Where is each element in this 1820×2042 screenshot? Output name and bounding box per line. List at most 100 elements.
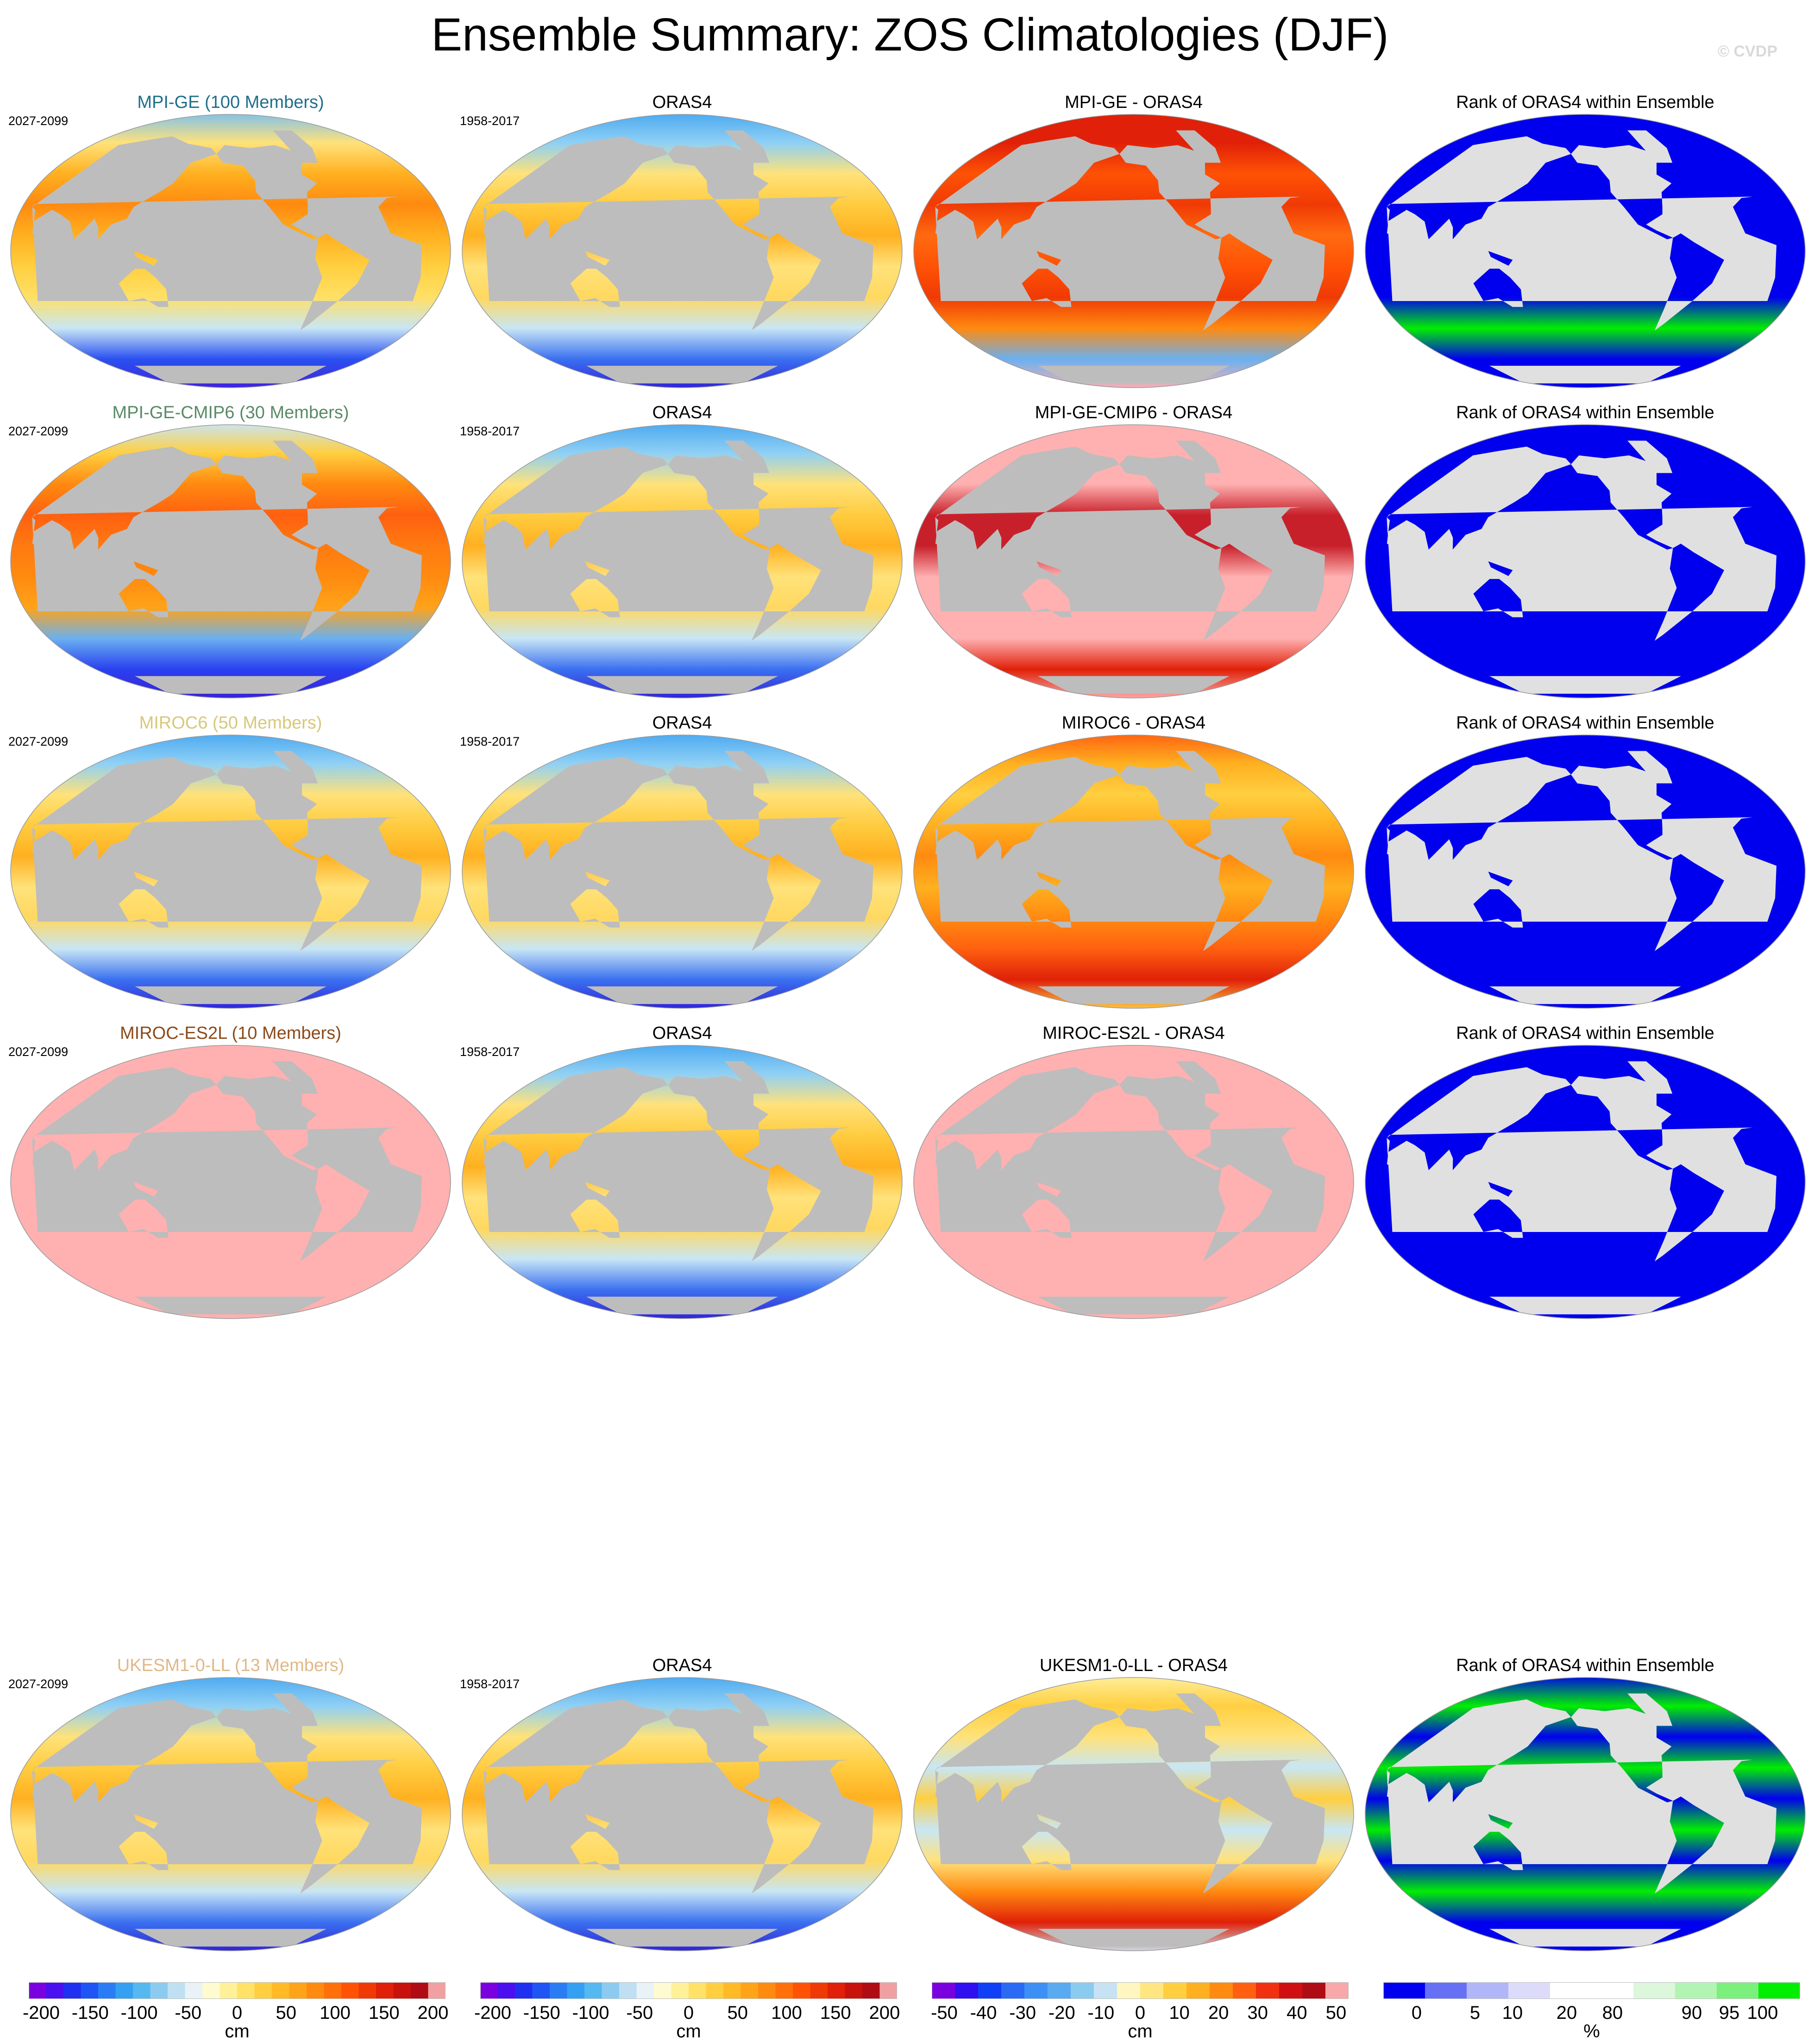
panel-title: ORAS4 (652, 93, 712, 112)
colorbar-tick-label: 90 (1681, 2003, 1702, 2023)
colorbar-tick-label: 150 (368, 2003, 400, 2023)
map-border (462, 1677, 903, 1951)
panel-years: 1958-2017 (460, 114, 520, 128)
colorbar-swatch (1325, 1982, 1349, 1999)
copyright-label: © CVDP (1718, 43, 1777, 60)
land-mask (32, 440, 422, 694)
colorbar-swatch (758, 1982, 776, 1999)
colorbar-swatch (272, 1982, 289, 1999)
colorbar-swatch (1094, 1982, 1117, 1999)
colorbar-swatch (879, 1982, 897, 1999)
colorbar-swatch (862, 1982, 880, 1999)
panel-obs: ORAS4 1958-2017 (460, 1656, 904, 1961)
map-3-3 (1365, 1045, 1806, 1319)
colorbar (480, 1982, 897, 1999)
panel-years: 2027-2099 (8, 114, 69, 128)
colorbar (932, 1982, 1349, 1999)
panel-obs: ORAS4 1958-2017 (460, 713, 904, 1019)
colorbar-tick-label: -100 (120, 2003, 158, 2023)
colorbar-swatch (654, 1982, 672, 1999)
land-mask (1387, 130, 1776, 383)
panel-ensemble: MPI-GE (100 Members) 2027-2099 (8, 93, 453, 398)
map-border (913, 1677, 1354, 1951)
panel-title: Rank of ORAS4 within Ensemble (1456, 93, 1714, 112)
colorbar-swatch (150, 1982, 168, 1999)
colorbar-swatch (932, 1982, 955, 1999)
colorbar-swatch (741, 1982, 759, 1999)
panel-obs: ORAS4 1958-2017 (460, 1024, 904, 1329)
colorbar-tick-label: 150 (820, 2003, 851, 2023)
colorbar-swatch (497, 1982, 515, 1999)
map-border (1365, 735, 1806, 1009)
panel-rank: Rank of ORAS4 within Ensemble (1363, 403, 1807, 709)
colorbar-swatch (46, 1982, 64, 1999)
colorbar-tick-label: -10 (1087, 2003, 1115, 2023)
colorbar-swatch (168, 1982, 185, 1999)
map-1-1 (462, 424, 903, 698)
colorbar-tick-label: 0 (1411, 2003, 1422, 2023)
land-mask (483, 751, 873, 1004)
colorbar-swatch (584, 1982, 602, 1999)
colorbar-tick-label: 10 (1169, 2003, 1190, 2023)
colorbar-swatch (1758, 1982, 1800, 1999)
panel-ensemble: MPI-GE-CMIP6 (30 Members) 2027-2099 (8, 403, 453, 709)
colorbar-swatch (1550, 1982, 1592, 1999)
map-border (10, 1045, 451, 1319)
colorbar-swatch (133, 1982, 151, 1999)
map-border (462, 1045, 903, 1319)
colorbar-swatch (1186, 1982, 1210, 1999)
panel-title: MIROC-ES2L - ORAS4 (1042, 1024, 1225, 1043)
colorbar-tick-label: 0 (683, 2003, 694, 2023)
colorbar-swatch (619, 1982, 637, 1999)
map-border (913, 1045, 1354, 1319)
land-mask (32, 1061, 422, 1314)
map-3-2 (913, 1045, 1354, 1319)
colorbar-swatch (723, 1982, 741, 1999)
colorbar-tick-label: 20 (1208, 2003, 1229, 2023)
map-0-2 (913, 114, 1354, 388)
land-mask (935, 1061, 1325, 1314)
colorbar-swatch (237, 1982, 255, 1999)
panel-years: 1958-2017 (460, 1045, 520, 1059)
map-border (10, 114, 451, 388)
colorbar-swatch (1592, 1982, 1634, 1999)
panel-diff: MPI-GE - ORAS4 (911, 93, 1356, 398)
land-mask (483, 440, 873, 694)
map-4-1 (462, 1677, 903, 1951)
panel-title: ORAS4 (652, 1024, 712, 1043)
map-0-1 (462, 114, 903, 388)
map-2-2 (913, 735, 1354, 1009)
colorbar-swatch (254, 1982, 272, 1999)
panel-ensemble: MIROC6 (50 Members) 2027-2099 (8, 713, 453, 1019)
colorbar-swatch (1210, 1982, 1233, 1999)
figure-title: Ensemble Summary: ZOS Climatologies (DJF… (431, 9, 1389, 61)
map-2-0 (10, 735, 451, 1009)
map-2-1 (462, 735, 903, 1009)
panel-title: UKESM1-0-LL (13 Members) (117, 1656, 345, 1675)
panel-title: Rank of ORAS4 within Ensemble (1456, 1656, 1714, 1675)
map-0-0 (10, 114, 451, 388)
colorbar-swatch (689, 1982, 706, 1999)
colorbar-tick-label: -200 (474, 2003, 512, 2023)
panel-title: Rank of ORAS4 within Ensemble (1456, 1024, 1714, 1043)
colorbar-swatch (955, 1982, 979, 1999)
panel-title: MIROC6 (50 Members) (139, 713, 322, 733)
panel-diff: MPI-GE-CMIP6 - ORAS4 (911, 403, 1356, 709)
colorbar-swatch (307, 1982, 324, 1999)
colorbar (1383, 1982, 1800, 1999)
colorbar-tick-label: -200 (22, 2003, 60, 2023)
panel-title: MPI-GE (100 Members) (137, 93, 324, 112)
land-mask (32, 130, 422, 383)
panel-years: 2027-2099 (8, 735, 69, 748)
colorbar-swatch (550, 1982, 567, 1999)
colorbar-tick-label: 50 (727, 2003, 748, 2023)
colorbar-tick-label: 200 (869, 2003, 900, 2023)
map-1-0 (10, 424, 451, 698)
panel-rank: Rank of ORAS4 within Ensemble (1363, 1024, 1807, 1329)
map-1-3 (1365, 424, 1806, 698)
map-4-3 (1365, 1677, 1806, 1951)
colorbar-swatch (1508, 1982, 1550, 1999)
colorbar-swatch (1117, 1982, 1141, 1999)
colorbar-swatch (393, 1982, 411, 1999)
colorbar-tick-label: 95 (1719, 2003, 1740, 2023)
